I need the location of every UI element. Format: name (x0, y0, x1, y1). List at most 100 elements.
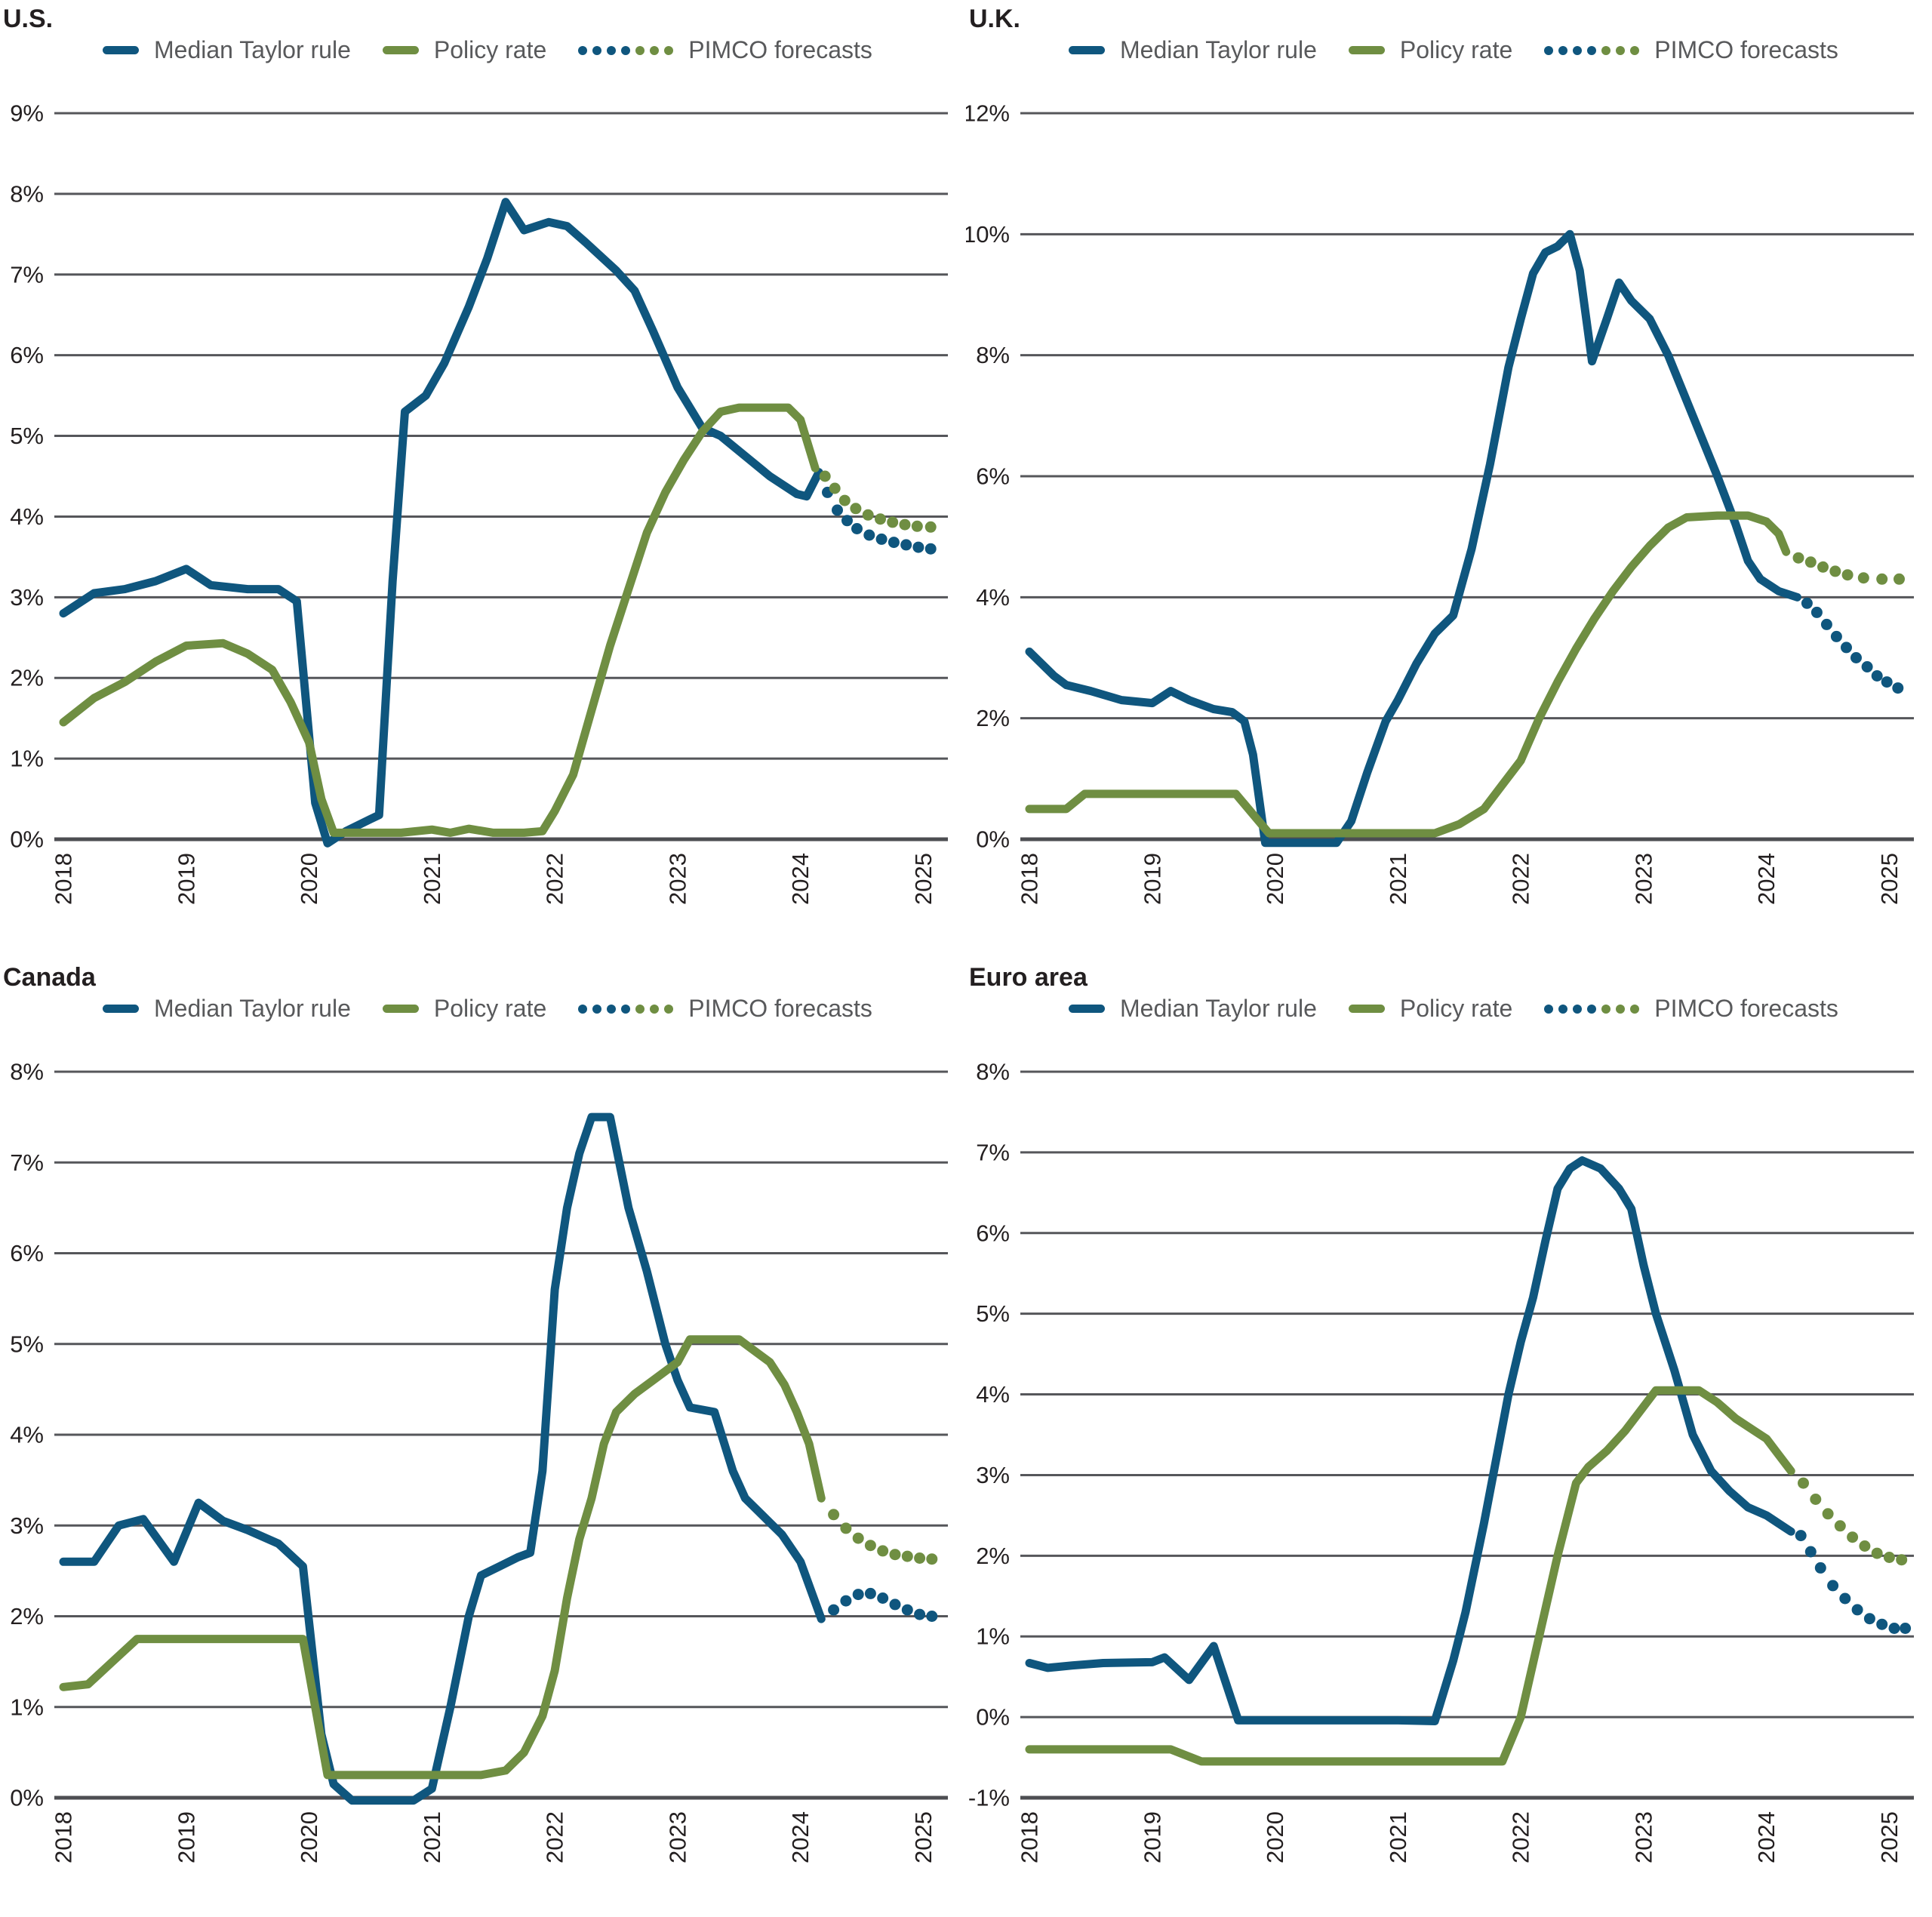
chart-title-us: U.S. (3, 5, 54, 33)
svg-text:2021: 2021 (1385, 853, 1411, 905)
legend: Median Taylor rule Policy rate PIMCO for… (1069, 995, 1838, 1023)
svg-text:5%: 5% (976, 1300, 1010, 1327)
forecast-dots-swatch-icon (1544, 1004, 1640, 1014)
svg-text:2024: 2024 (1753, 1811, 1780, 1863)
legend-label-policy: Policy rate (433, 36, 547, 63)
legend-label-taylor: Median Taylor rule (154, 995, 351, 1022)
svg-text:2022: 2022 (542, 1811, 568, 1863)
legend-label-taylor: Median Taylor rule (1120, 995, 1317, 1022)
taylor-line-swatch-icon (1069, 1005, 1105, 1013)
chart-title-canada: Canada (3, 963, 96, 992)
legend-item-forecasts: PIMCO forecasts (1544, 995, 1838, 1023)
svg-text:0%: 0% (10, 1785, 44, 1811)
taylor-line-swatch-icon (1069, 46, 1105, 54)
taylor-line-swatch-icon (103, 1005, 139, 1013)
svg-text:5%: 5% (10, 423, 44, 449)
svg-text:2019: 2019 (173, 1811, 199, 1863)
legend-label-policy: Policy rate (433, 995, 547, 1022)
svg-text:2021: 2021 (1385, 1811, 1411, 1863)
legend-item-taylor: Median Taylor rule (103, 995, 351, 1023)
svg-text:6%: 6% (976, 463, 1010, 490)
svg-text:2%: 2% (976, 1543, 1010, 1569)
svg-text:7%: 7% (10, 1149, 44, 1176)
panel-uk: U.K. Median Taylor rule Policy rate PIMC… (966, 0, 1932, 958)
forecast-dots-swatch-icon (578, 1004, 674, 1014)
policy-line-swatch-icon (382, 1005, 419, 1013)
svg-text:2019: 2019 (1139, 853, 1165, 905)
panel-us: U.S. Median Taylor rule Policy rate PIMC… (0, 0, 966, 958)
legend-label-forecasts: PIMCO forecasts (1654, 36, 1838, 63)
svg-text:8%: 8% (976, 342, 1010, 368)
panel-euro-area: Euro area Median Taylor rule Policy rate… (966, 958, 1932, 1917)
legend-item-policy: Policy rate (382, 995, 547, 1023)
legend: Median Taylor rule Policy rate PIMCO for… (1069, 36, 1838, 64)
legend-label-taylor: Median Taylor rule (154, 36, 351, 63)
line-chart-euro-area: -1% 0% 1% 2% 3% 4% 5% 6% 7% 8% 2018 2019 2020 2021 202… (968, 1059, 1914, 1863)
line-chart-uk: 0% 2% 4% 6% 8% 10% 12% 2018 2019 2020 2021 2022 2023… (966, 100, 1914, 905)
svg-text:2020: 2020 (1262, 1811, 1288, 1863)
forecast-dots-swatch-icon (1544, 45, 1640, 55)
svg-text:5%: 5% (10, 1331, 44, 1357)
svg-text:2022: 2022 (1508, 853, 1534, 905)
legend-item-policy: Policy rate (1348, 995, 1512, 1023)
svg-text:8%: 8% (976, 1059, 1010, 1085)
svg-text:2022: 2022 (1508, 1811, 1534, 1863)
legend-label-forecasts: PIMCO forecasts (688, 36, 872, 63)
svg-text:2%: 2% (10, 665, 44, 691)
svg-text:6%: 6% (10, 342, 44, 368)
svg-text:0%: 0% (976, 1704, 1010, 1731)
svg-text:2020: 2020 (1262, 853, 1288, 905)
svg-text:0%: 0% (976, 826, 1010, 853)
svg-text:2024: 2024 (787, 1811, 814, 1863)
svg-text:3%: 3% (10, 584, 44, 611)
legend-item-policy: Policy rate (382, 36, 547, 64)
svg-text:2020: 2020 (296, 1811, 322, 1863)
svg-text:2018: 2018 (1017, 853, 1043, 905)
policy-line-swatch-icon (1348, 1005, 1385, 1013)
legend-item-taylor: Median Taylor rule (103, 36, 351, 64)
svg-text:2023: 2023 (1630, 1811, 1657, 1863)
legend-label-taylor: Median Taylor rule (1120, 36, 1317, 63)
svg-text:2025: 2025 (1876, 853, 1903, 905)
svg-text:12%: 12% (966, 100, 1010, 127)
svg-text:6%: 6% (10, 1240, 44, 1266)
svg-text:4%: 4% (10, 1422, 44, 1448)
legend-item-taylor: Median Taylor rule (1069, 995, 1317, 1023)
legend-item-policy: Policy rate (1348, 36, 1513, 64)
chart-title-euro-area: Euro area (969, 963, 1088, 992)
svg-text:0%: 0% (10, 826, 44, 853)
svg-text:2018: 2018 (1017, 1811, 1043, 1863)
legend-item-forecasts: PIMCO forecasts (578, 36, 872, 64)
legend: Median Taylor rule Policy rate PIMCO for… (103, 36, 872, 64)
svg-text:3%: 3% (976, 1462, 1010, 1488)
svg-text:-1%: -1% (968, 1785, 1010, 1811)
legend-item-forecasts: PIMCO forecasts (1544, 36, 1838, 64)
taylor-line-swatch-icon (103, 46, 139, 54)
svg-text:2024: 2024 (787, 853, 814, 905)
svg-text:1%: 1% (976, 1623, 1010, 1650)
svg-text:3%: 3% (10, 1512, 44, 1539)
svg-text:2018: 2018 (51, 853, 77, 905)
svg-text:1%: 1% (10, 746, 44, 772)
legend-label-policy: Policy rate (1399, 36, 1513, 63)
svg-text:2025: 2025 (910, 853, 937, 905)
svg-text:2018: 2018 (51, 1811, 77, 1863)
line-chart-us: 0% 1% 2% 3% 4% 5% 6% 7% 8% 9% 2018 2019 2020 2021 2022… (10, 100, 948, 905)
svg-text:2023: 2023 (664, 1811, 691, 1863)
svg-text:4%: 4% (976, 1381, 1010, 1408)
svg-text:2024: 2024 (1753, 853, 1780, 905)
svg-text:8%: 8% (10, 180, 44, 207)
svg-text:2%: 2% (10, 1603, 44, 1629)
legend-label-forecasts: PIMCO forecasts (688, 995, 872, 1022)
svg-text:1%: 1% (10, 1694, 44, 1720)
svg-text:2023: 2023 (664, 853, 691, 905)
svg-text:2020: 2020 (296, 853, 322, 905)
svg-text:6%: 6% (976, 1220, 1010, 1246)
policy-line-swatch-icon (1348, 46, 1385, 54)
policy-line-swatch-icon (382, 46, 419, 54)
legend-label-forecasts: PIMCO forecasts (1654, 995, 1838, 1022)
svg-text:4%: 4% (976, 584, 1010, 611)
svg-text:2%: 2% (976, 705, 1010, 731)
